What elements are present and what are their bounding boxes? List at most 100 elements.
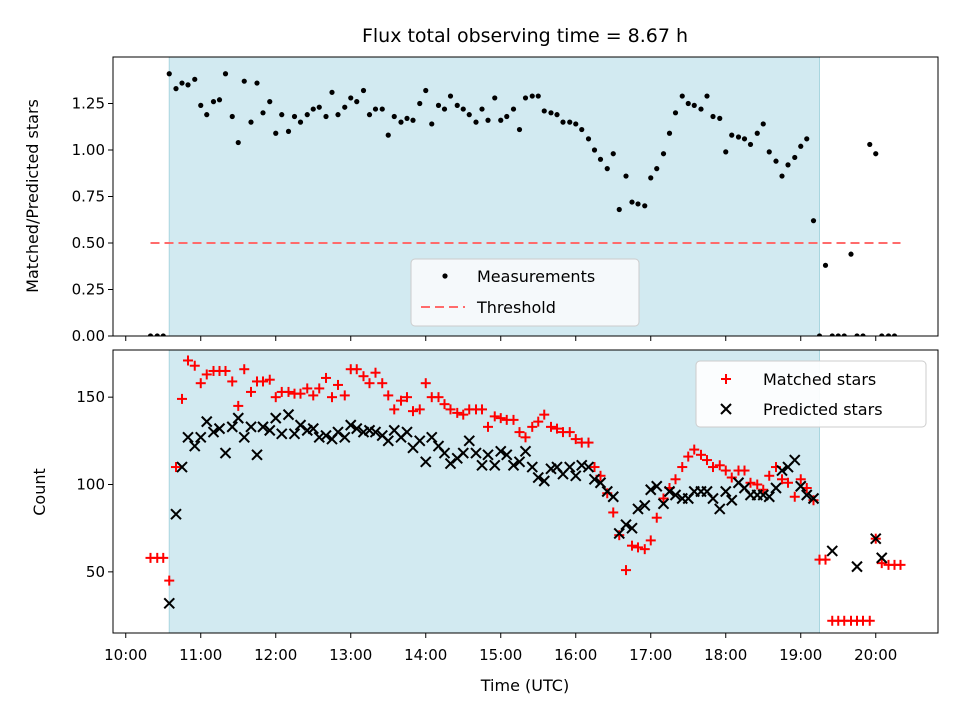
matched-star-point — [321, 372, 331, 383]
predicted-star-point — [588, 473, 601, 485]
measurement-point — [304, 112, 310, 118]
matched-star-point — [164, 575, 175, 586]
measurement-point — [254, 80, 260, 86]
matched-star-point — [370, 367, 381, 378]
predicted-star-point — [189, 440, 201, 452]
matched-star-point — [645, 535, 656, 546]
matched-star-point — [552, 423, 562, 434]
predicted-star-point — [414, 435, 426, 447]
top-y-tick-label: 0.25 — [72, 281, 105, 299]
matched-star-point — [895, 559, 906, 570]
predicted-star-point — [219, 447, 232, 459]
matched-star-point — [339, 390, 350, 401]
x-tick-label: 11:00 — [179, 646, 222, 664]
matched-star-point — [546, 421, 556, 432]
matched-star-point — [270, 392, 281, 403]
matched-star-point — [308, 390, 319, 401]
matched-star-point — [408, 406, 418, 417]
measurement-point — [316, 104, 322, 110]
predicted-star-point — [876, 552, 888, 564]
measurement-point — [879, 333, 885, 336]
legend-threshold-label: Threshold — [476, 298, 556, 317]
matched-star-point — [764, 470, 775, 481]
predicted-star-point — [651, 480, 663, 492]
matched-star-point — [876, 558, 887, 569]
predicted-star-point — [507, 459, 520, 472]
predicted-star-point — [564, 461, 576, 473]
matched-star-point — [864, 615, 875, 626]
matched-star-point — [689, 444, 700, 455]
predicted-star-point — [726, 494, 738, 506]
x-tick-label: 12:00 — [254, 646, 297, 664]
predicted-star-point — [251, 449, 263, 461]
measurement-point — [466, 112, 472, 118]
matched-star-point — [520, 432, 531, 443]
measurement-point — [473, 119, 479, 125]
matched-star-point — [189, 360, 200, 371]
measurement-point — [529, 93, 535, 99]
measurement-point — [260, 110, 266, 116]
predicted-star-point — [270, 412, 282, 424]
predicted-star-point — [669, 489, 682, 501]
measurement-point — [854, 333, 860, 336]
matched-star-point — [702, 455, 712, 466]
measurement-point — [885, 333, 892, 336]
legend-matched-marker — [721, 374, 731, 384]
top-y-ticks: 0.00 0.25 0.50 0.75 1.00 1.25 — [72, 95, 113, 345]
measurement-point — [642, 203, 648, 209]
measurement-point — [635, 201, 641, 207]
measurement-point — [535, 93, 541, 99]
measurement-point — [898, 0, 903, 3]
x-tick-label: 10:00 — [104, 646, 147, 664]
measurement-point — [185, 82, 191, 88]
measurement-point — [822, 262, 829, 268]
measurement-point — [485, 117, 491, 123]
measurement-point — [835, 333, 841, 336]
predicted-star-point — [714, 503, 726, 515]
measurement-point — [591, 147, 598, 153]
measurement-point — [279, 112, 285, 118]
bottom-y-tick-label: 50 — [86, 563, 105, 581]
measurement-point — [267, 99, 273, 105]
predicted-star-point — [570, 470, 582, 482]
measurement-point — [504, 113, 510, 120]
measurement-point — [798, 143, 804, 149]
matched-star-point — [614, 530, 625, 541]
matched-star-point — [608, 507, 619, 518]
top-y-tick-label: 1.00 — [72, 141, 105, 159]
predicted-star-point — [339, 431, 351, 444]
predicted-star-point — [482, 449, 494, 461]
matched-star-point — [514, 427, 525, 438]
top-legend-box — [410, 258, 640, 327]
matched-star-point — [383, 390, 394, 401]
measurement-point — [760, 121, 766, 127]
predicted-star-point — [463, 435, 475, 447]
predicted-star-point — [420, 456, 432, 468]
predicted-star-point — [663, 485, 676, 498]
bottom-x-ticks: 10:00 11:00 12:00 13:00 14:00 15:00 16:00 17:00… — [104, 633, 897, 664]
measurement-point — [573, 121, 579, 127]
matched-star-point — [639, 544, 650, 555]
matched-star-point — [358, 371, 369, 382]
matched-star-point — [302, 383, 313, 394]
measurement-point — [648, 175, 654, 181]
measurement-point — [516, 126, 523, 133]
measurement-point — [379, 106, 385, 112]
top-y-tick-label: 0.00 — [72, 327, 105, 345]
measurement-point — [210, 99, 217, 105]
bottom-axes-frame — [112, 349, 939, 634]
measurement-point — [454, 102, 460, 108]
matched-star-point — [377, 378, 388, 389]
matched-star-point — [452, 407, 463, 418]
matched-star-point — [177, 393, 187, 404]
predicted-star-point — [538, 475, 550, 487]
matched-star-point — [583, 437, 594, 448]
measurement-point — [685, 100, 691, 107]
matched-star-point — [489, 411, 500, 422]
matched-star-point — [351, 364, 362, 375]
measurement-point — [147, 333, 154, 336]
matched-star-point — [726, 472, 737, 483]
top-panel: 0.00 0.25 0.50 0.75 1.00 1.25 Matched/Predict… — [23, 0, 939, 345]
predicted-star-point — [163, 597, 175, 610]
predicted-star-point — [513, 456, 526, 468]
